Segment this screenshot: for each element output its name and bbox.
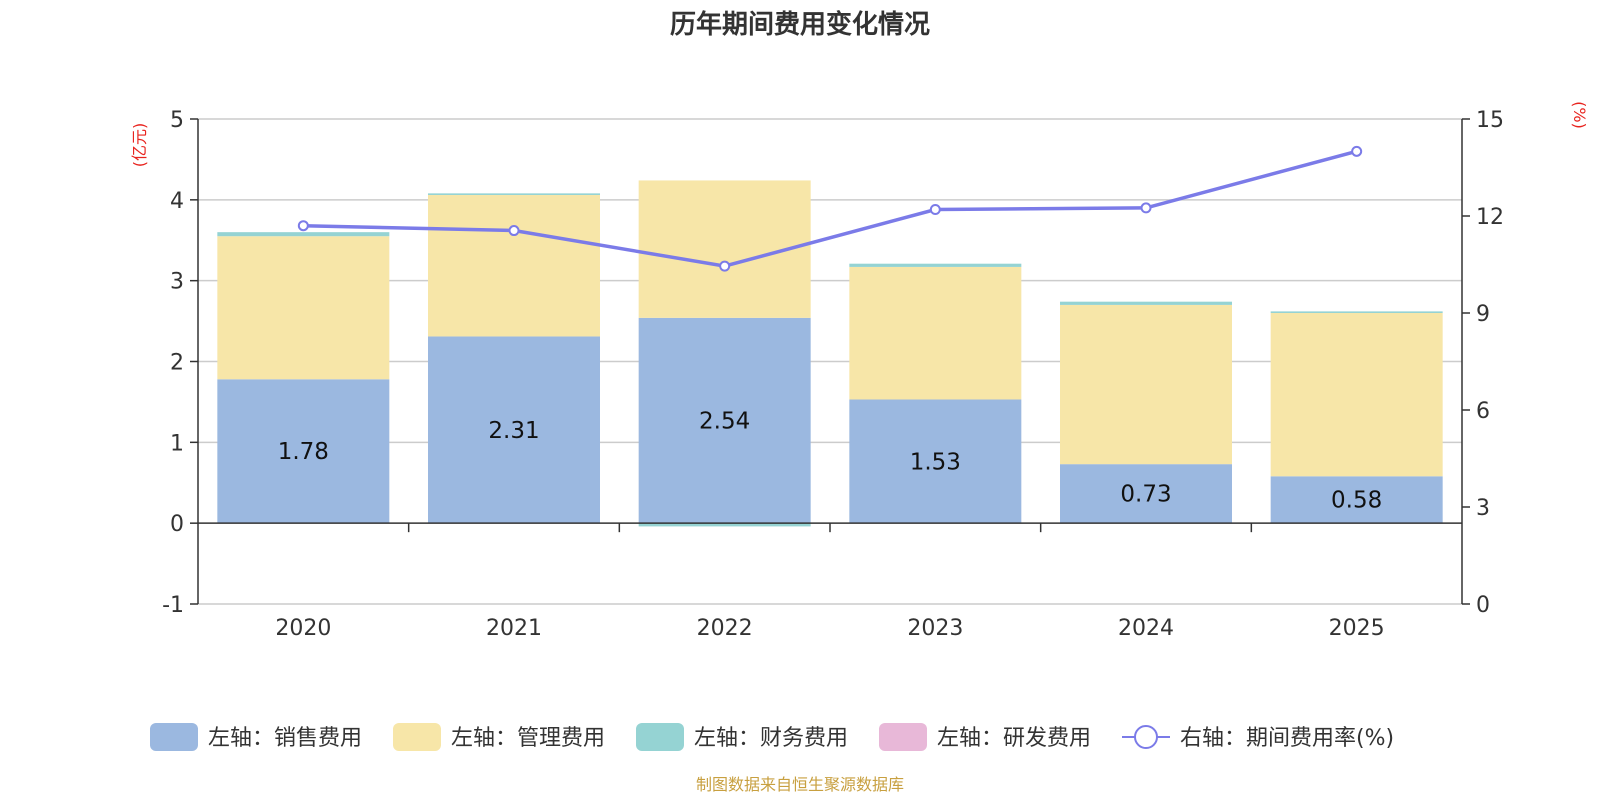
bar-segment — [1270, 476, 1443, 524]
bar-segment — [1060, 301, 1232, 305]
bar-segment — [849, 399, 1022, 524]
bar-segment — [849, 266, 1022, 400]
right-tick-label: 12 — [1476, 205, 1504, 230]
rate-point — [719, 260, 731, 272]
left-tick-label: 3 — [170, 270, 184, 295]
rate-point — [508, 225, 520, 237]
bar-value-label: 2.31 — [488, 418, 539, 444]
legend-label: 右轴：期间费用率(%) — [1180, 726, 1394, 751]
rate-point — [1351, 145, 1363, 157]
bar-segment — [428, 336, 600, 524]
data-source: 制图数据来自恒生聚源数据库 — [696, 775, 904, 794]
rate-point — [297, 220, 309, 232]
legend-swatch — [393, 723, 441, 751]
bar-segment — [1060, 304, 1232, 465]
bar-segment — [638, 317, 811, 524]
left-tick-label: 5 — [170, 108, 184, 133]
bar-segment — [428, 194, 600, 337]
left-tick-label: 4 — [170, 189, 184, 214]
bar-segment — [428, 193, 600, 195]
x-tick-label: 2025 — [1329, 616, 1385, 641]
rate-point — [1140, 202, 1152, 214]
chart-title: 历年期间费用变化情况 — [670, 9, 930, 40]
right-tick-label: 9 — [1476, 302, 1490, 327]
x-tick-label: 2020 — [275, 616, 331, 641]
left-tick-label: 2 — [170, 351, 184, 376]
x-tick-label: 2021 — [486, 616, 542, 641]
bar-segment — [1060, 464, 1232, 524]
x-tick-label: 2022 — [697, 616, 753, 641]
x-tick-label: 2024 — [1118, 616, 1174, 641]
legend-swatch — [879, 723, 927, 751]
right-tick-label: 3 — [1476, 496, 1490, 521]
bar-value-label: 2.54 — [699, 409, 750, 435]
left-tick-label: 0 — [170, 512, 184, 537]
left-tick-label: -1 — [162, 593, 184, 618]
bar-segment — [849, 263, 1022, 267]
right-tick-label: 0 — [1476, 593, 1490, 618]
right-tick-label: 6 — [1476, 399, 1490, 424]
bar-segment — [1270, 313, 1443, 477]
legend-label: 左轴：管理费用 — [451, 726, 605, 751]
legend-swatch — [150, 723, 198, 751]
rate-point — [929, 204, 941, 216]
bar-value-label: 0.73 — [1120, 482, 1171, 508]
bar-segment — [217, 236, 390, 380]
left-tick-label: 1 — [170, 431, 184, 456]
gridlines — [198, 118, 1462, 605]
bar-value-label: 0.58 — [1331, 488, 1382, 514]
rate-line — [297, 145, 1363, 272]
bar-segment — [217, 379, 390, 524]
legend-swatch — [636, 723, 684, 751]
right-axis-unit: (%) — [1570, 101, 1589, 129]
bar-value-label: 1.53 — [910, 449, 961, 475]
bar-segment — [1270, 311, 1443, 313]
legend-label: 左轴：研发费用 — [937, 726, 1091, 751]
bar-labels: 1.78 2.31 2.54 1.53 0.73 0.58 — [278, 409, 1383, 514]
bar-value-label: 1.78 — [278, 439, 329, 465]
right-tick-label: 15 — [1476, 108, 1504, 133]
legend-label: 左轴：财务费用 — [694, 726, 848, 751]
bars — [217, 180, 1443, 527]
x-tick-label: 2023 — [907, 616, 963, 641]
bar-segment — [217, 232, 390, 237]
bar-segment — [638, 523, 811, 527]
legend-marker — [1134, 725, 1158, 749]
legend-label: 左轴：销售费用 — [208, 726, 362, 751]
rate-polyline — [303, 149, 1358, 268]
left-axis-unit: (亿元) — [130, 123, 149, 168]
legend: 左轴：销售费用 左轴：管理费用 左轴：财务费用 左轴：研发费用 右轴：期间费用率(%) — [150, 723, 1394, 751]
